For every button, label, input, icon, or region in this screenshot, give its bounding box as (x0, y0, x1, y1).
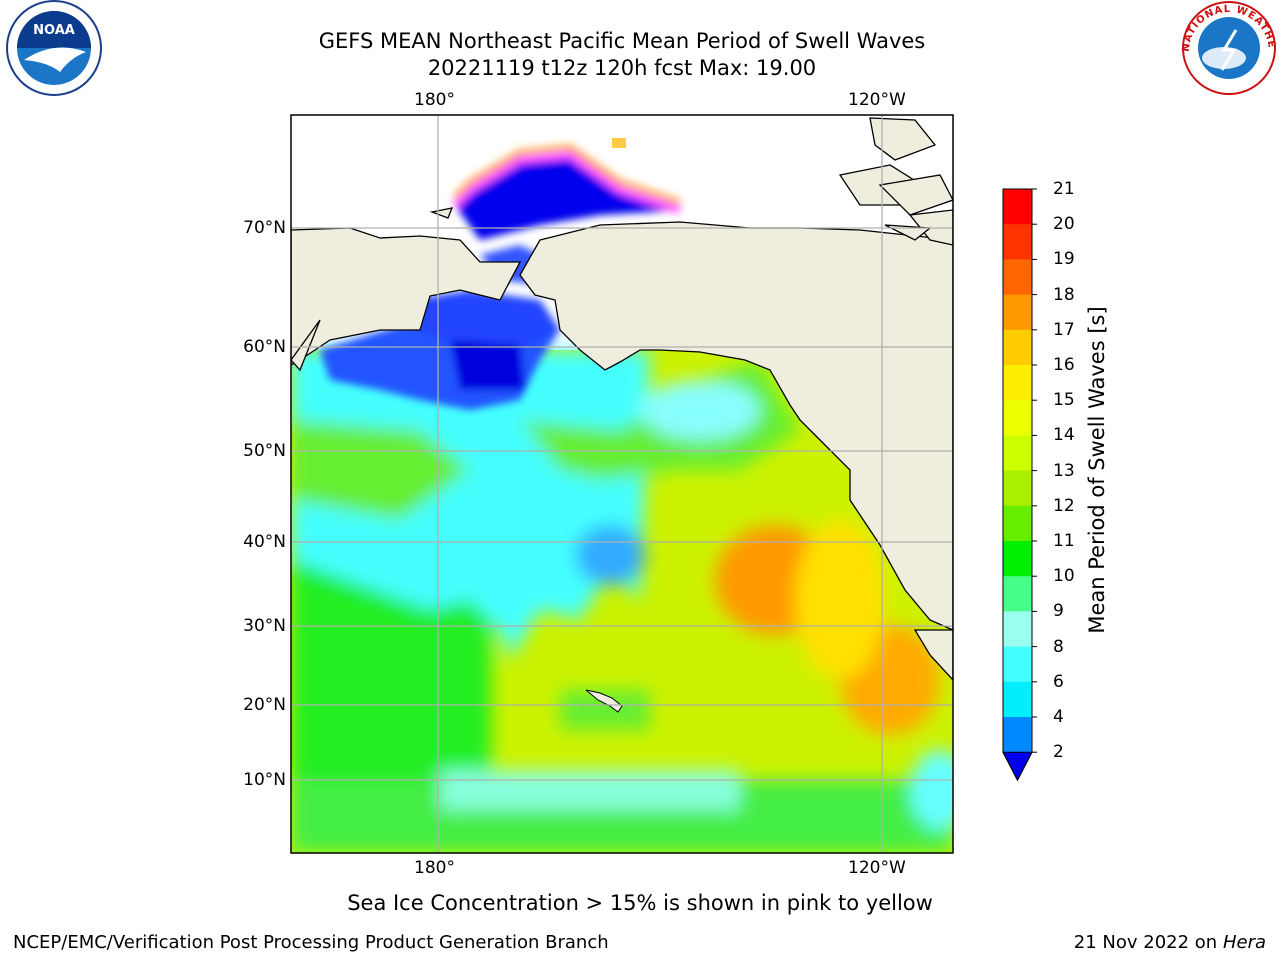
lon-label-top: 120°W (848, 90, 906, 110)
colorbar-tick-label: 10 (1053, 566, 1075, 587)
colorbar-segment (1003, 189, 1032, 225)
colorbar-tick-label: 20 (1053, 214, 1075, 235)
nws-logo: NATIONAL WEATHER SERVICE (0, 0, 1277, 95)
colorbar-tick-label: 14 (1053, 425, 1075, 446)
colorbar-segment (1003, 294, 1032, 331)
colorbar-tick-label: 2 (1053, 742, 1064, 763)
colorbar-tick-label: 16 (1053, 355, 1075, 375)
map-frame (290, 114, 954, 854)
colorbar-segment (1003, 576, 1032, 612)
colorbar-segment (1003, 717, 1032, 753)
colorbar-tick-label: 8 (1053, 636, 1064, 657)
colorbar-tick-label: 18 (1053, 284, 1075, 305)
colorbar-segment (1003, 681, 1032, 718)
footer-branch: NCEP/EMC/Verification Post Processing Pr… (13, 932, 609, 953)
footer-date-text: 21 Nov 2022 on (1073, 932, 1218, 953)
nws-logo-text: NATIONAL WEATHER SERVICE (0, 0, 1276, 52)
lat-label: 10°N (243, 770, 286, 790)
lon-label-bottom: 180° (414, 858, 455, 878)
colorbar-segment (1003, 505, 1032, 542)
colorbar-tick-label: 19 (1053, 249, 1075, 270)
sea-ice-caption: Sea Ice Concentration > 15% is shown in … (347, 891, 933, 915)
noaa-logo-text: NOAA (33, 23, 75, 38)
colorbar-under-triangle (1002, 751, 1033, 782)
colorbar-frame (1002, 188, 1033, 782)
colorbar-tick-label: 17 (1053, 319, 1075, 340)
land (291, 117, 953, 681)
colorbar-segment (1003, 611, 1032, 648)
noaa-logo: NOAA (6, 0, 102, 96)
colorbar-tick-label: 11 (1053, 531, 1075, 551)
colorbar-segment (1003, 329, 1032, 366)
lat-label: 20°N (243, 695, 286, 715)
colorbar-segment (1003, 541, 1032, 577)
colorbar-tick-label: 12 (1053, 495, 1075, 516)
lat-label: 60°N (243, 337, 286, 357)
lat-label: 40°N (243, 532, 286, 552)
colorbar-tick-label: 4 (1053, 707, 1064, 727)
colorbar-tick-label: 21 (1053, 179, 1075, 199)
colorbar-tick-label: 6 (1053, 671, 1064, 692)
colorbar-segment (1003, 470, 1032, 507)
footer-date: 21 Nov 2022 on Hera (1074, 932, 1266, 953)
colorbar-segment (1003, 259, 1032, 296)
colorbar-segment (1003, 646, 1032, 683)
colorbar-tick-label: 9 (1053, 601, 1064, 622)
colorbar-tick-label: 13 (1053, 460, 1075, 481)
colorbar-tick-label: 15 (1053, 390, 1075, 411)
lon-label-bottom: 120°W (848, 858, 906, 878)
lat-label: 70°N (243, 218, 286, 238)
map-title: GEFS MEAN Northeast Pacific Mean Period … (318, 29, 926, 53)
colorbar-segment (1003, 400, 1032, 436)
colorbar-segment (1003, 365, 1032, 401)
colorbar-title: Mean Period of Swell Waves [s] (1085, 306, 1109, 634)
lat-label: 30°N (243, 616, 286, 636)
colorbar (1002, 188, 1037, 782)
lat-label: 50°N (243, 441, 286, 461)
colorbar-segment (1003, 435, 1032, 472)
svg-text:NATIONAL WEATHER SERVICE: NATIONAL WEATHER SERVICE (0, 0, 1277, 52)
swell-period-field (291, 115, 953, 853)
graticule (291, 115, 953, 853)
colorbar-segment (1003, 224, 1032, 260)
map-subtitle: 20221119 t12z 120h fcst Max: 19.00 (427, 56, 817, 80)
lon-label-top: 180° (414, 90, 455, 110)
footer-host: Hera (1222, 932, 1266, 953)
